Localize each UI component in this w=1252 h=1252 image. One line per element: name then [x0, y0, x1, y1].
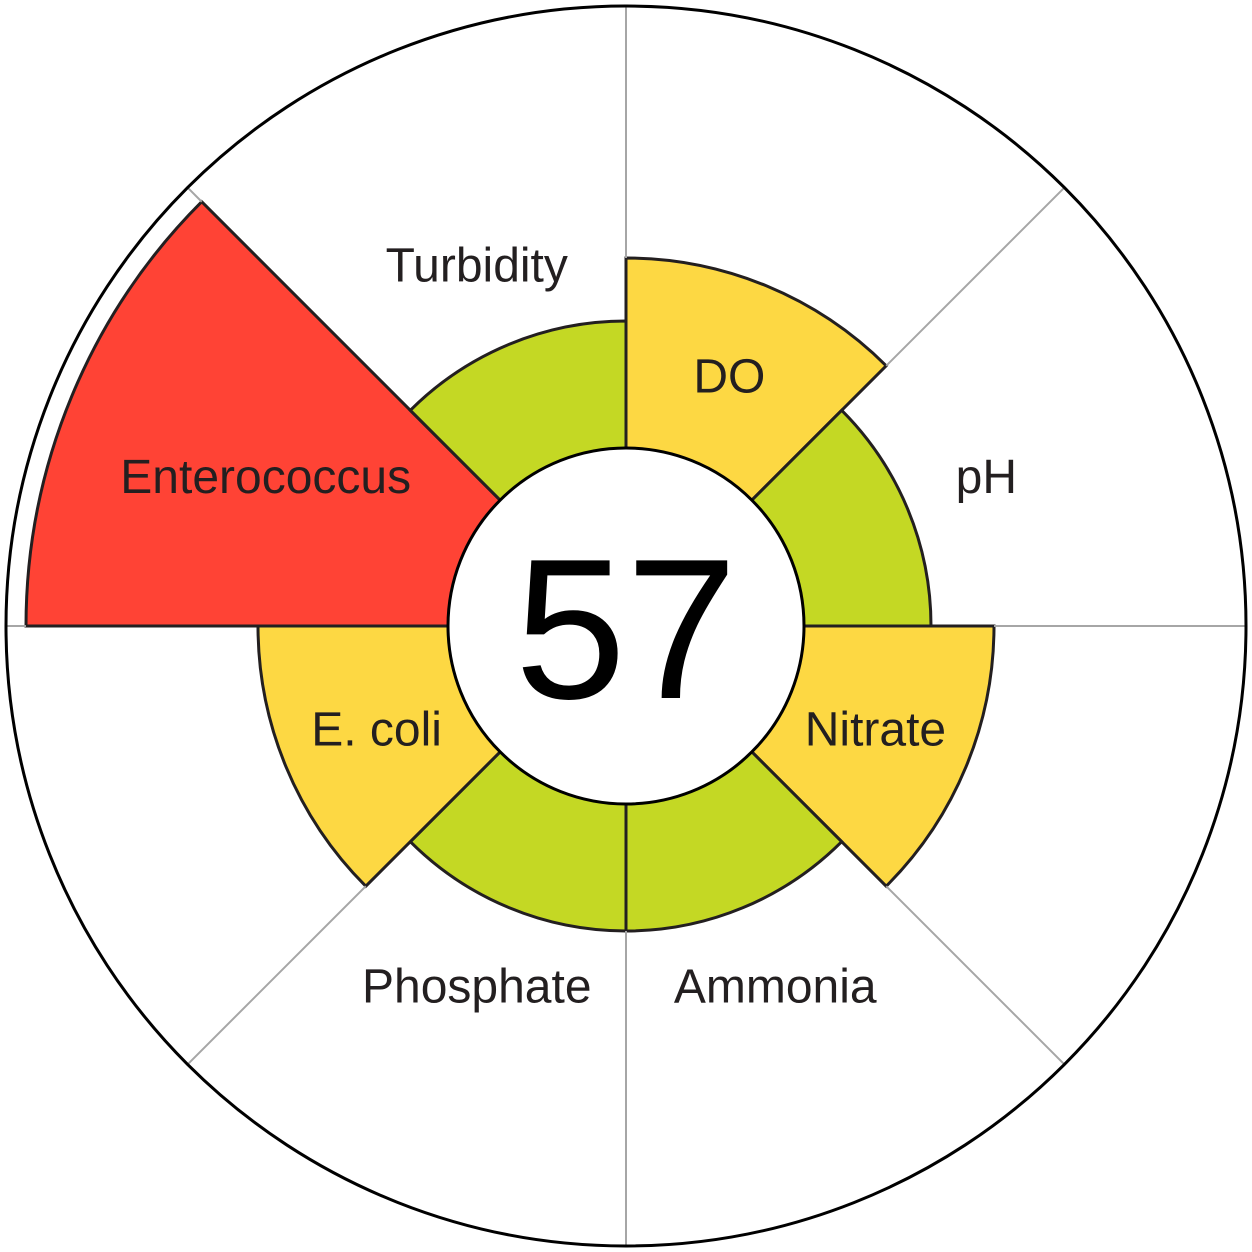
guide-line: [885, 186, 1066, 367]
label-turbidity: Turbidity: [386, 240, 568, 293]
label-enterococcus: Enterococcus: [120, 451, 411, 504]
wedge-enterococcus: [24, 199, 630, 628]
segment-labels: DO pH Nitrate Ammonia Phosphate E. coli Entero…: [120, 240, 1017, 1014]
score-circle: [446, 446, 806, 806]
label-phosphate: Phosphate: [362, 960, 592, 1013]
label-e-coli: E. coli: [311, 703, 442, 756]
label-ph: pH: [956, 451, 1017, 504]
label-nitrate: Nitrate: [805, 703, 946, 756]
guide-line: [186, 186, 203, 203]
label-ammonia: Ammonia: [674, 960, 877, 1013]
guide-lines: [6, 6, 1246, 1246]
guide-line: [186, 885, 367, 1066]
score-value: 57: [515, 518, 737, 741]
guide-line: [885, 885, 1066, 1066]
label-do: DO: [693, 351, 765, 404]
outer-ring: [4, 4, 1248, 1248]
